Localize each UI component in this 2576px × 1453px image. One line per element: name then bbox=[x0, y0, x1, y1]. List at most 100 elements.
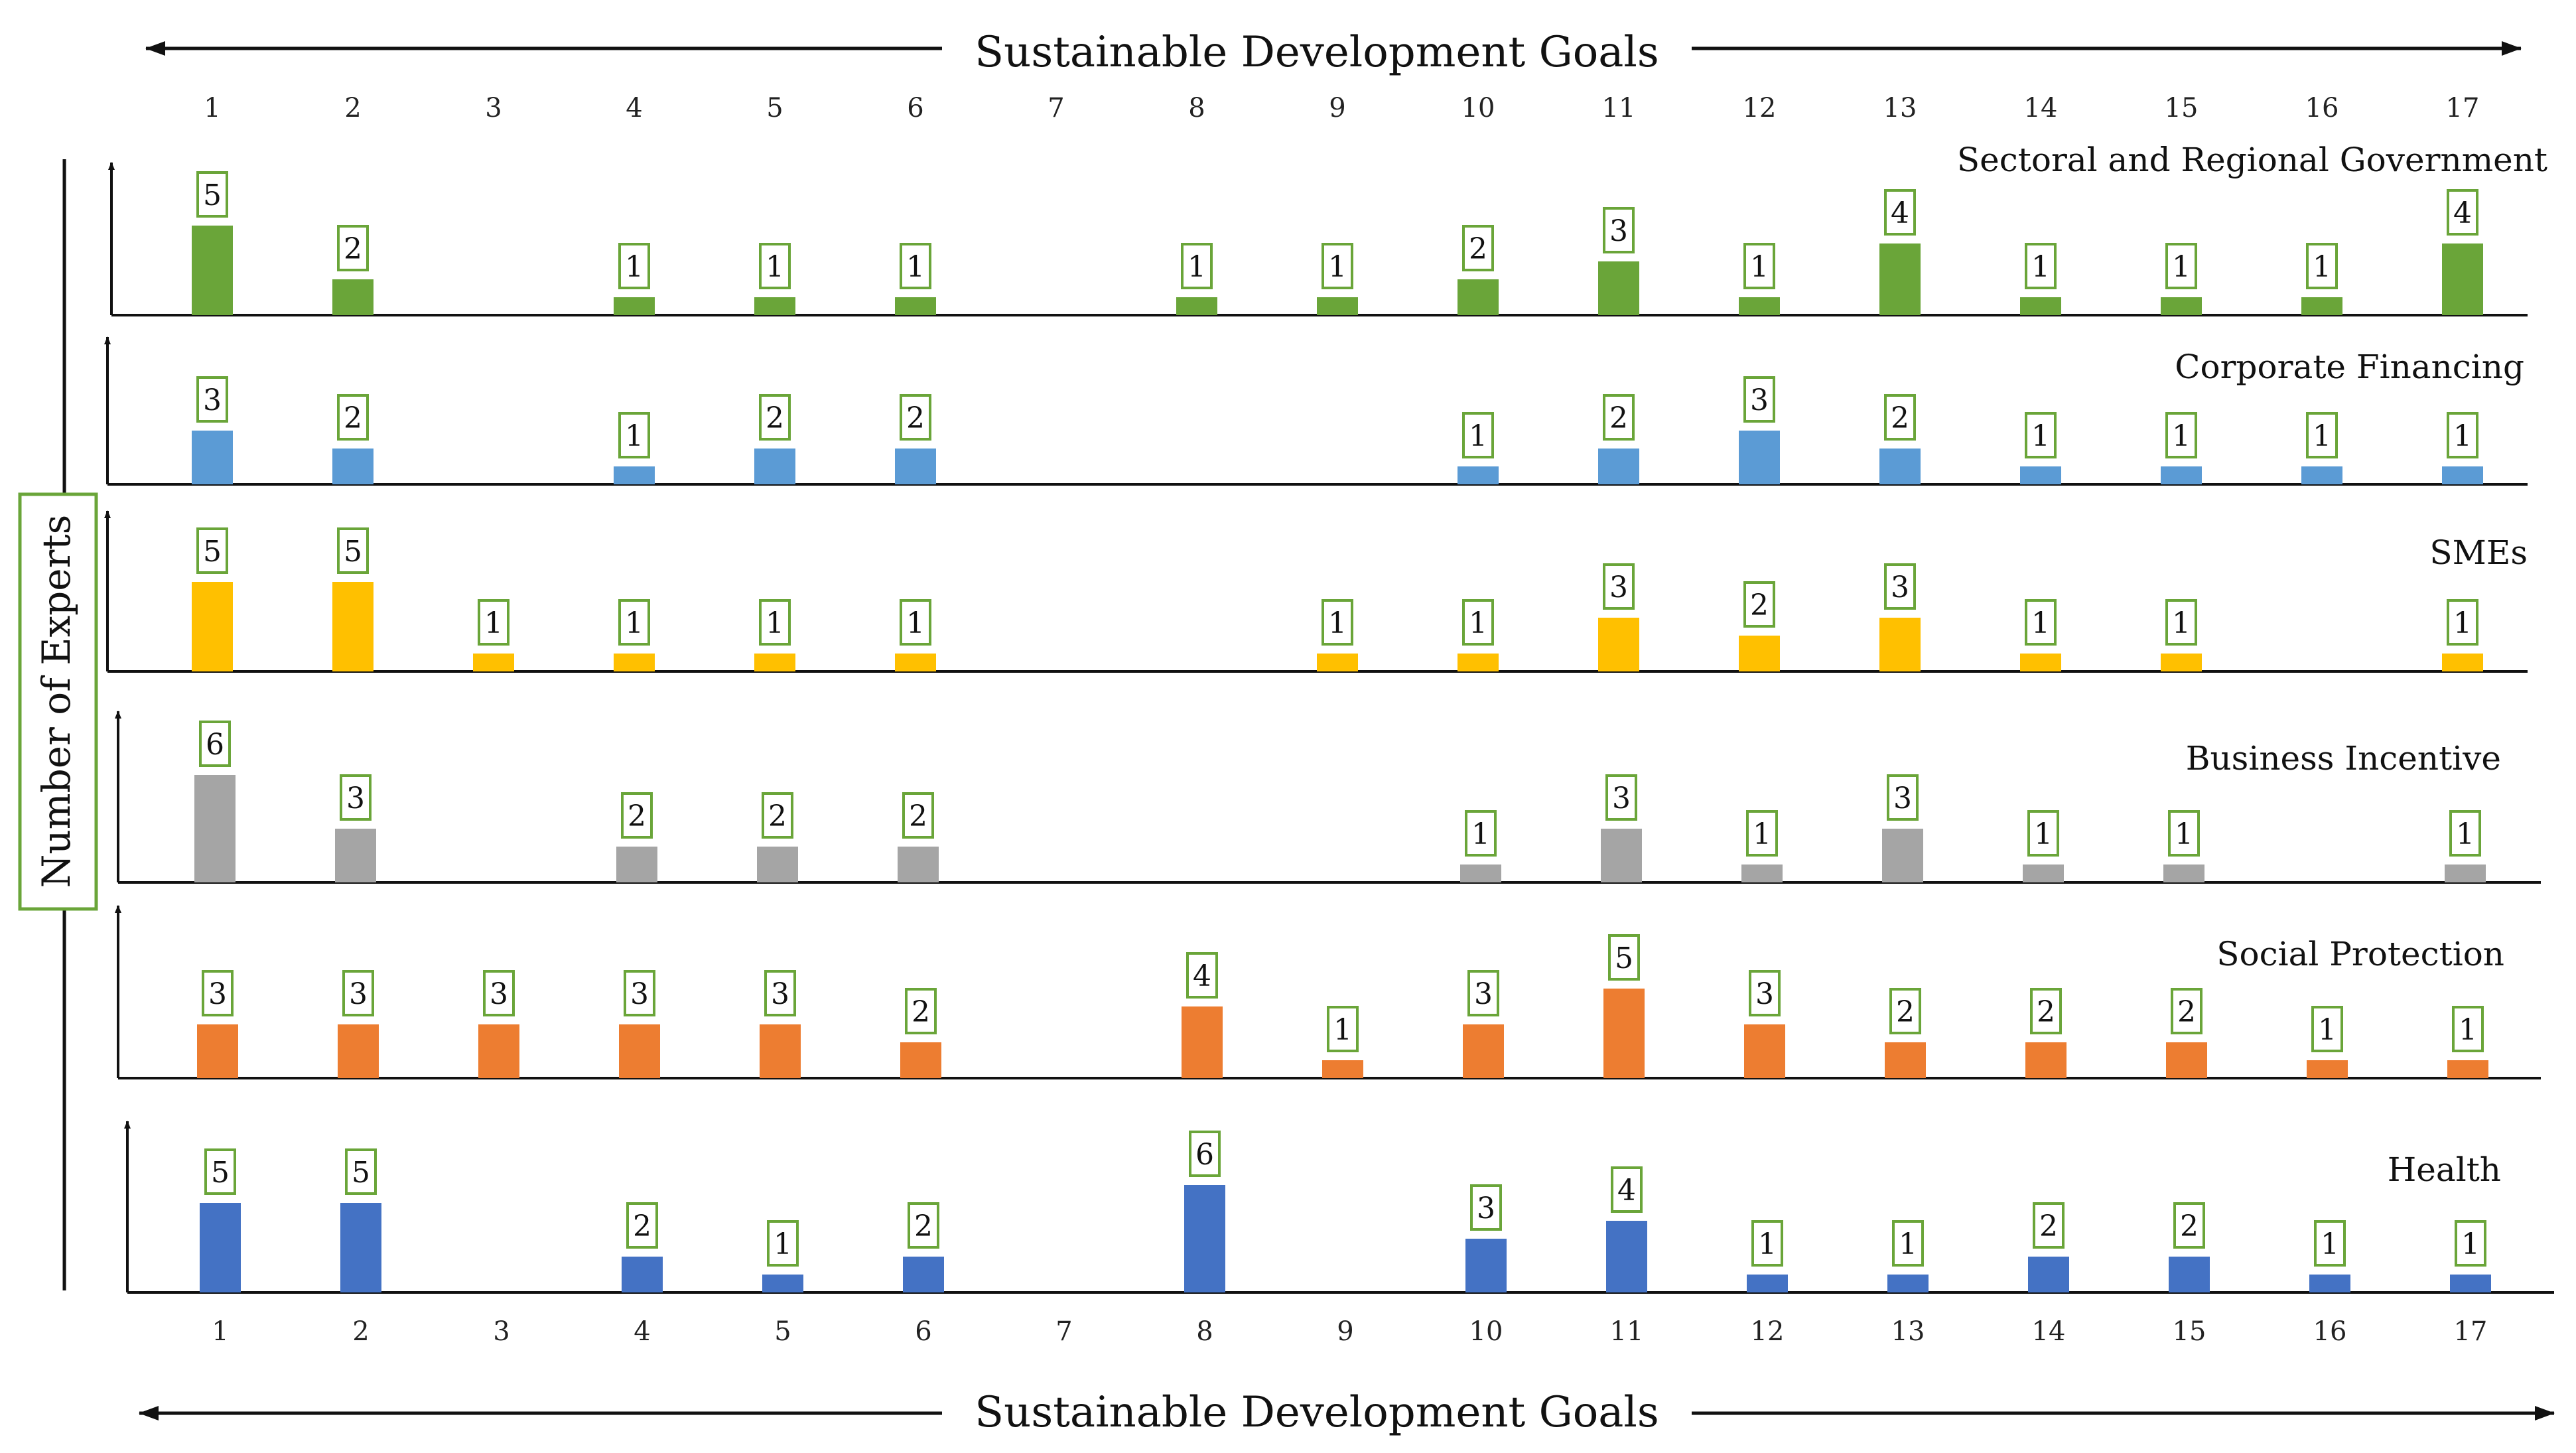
value-label-box bbox=[900, 394, 931, 441]
bar bbox=[757, 847, 798, 882]
value-label-box bbox=[1467, 970, 1499, 1016]
value-label-box bbox=[1462, 412, 1494, 458]
value-label-box bbox=[345, 1148, 377, 1195]
value-label-box bbox=[2033, 1202, 2065, 1249]
value-label-box bbox=[1189, 1131, 1221, 1177]
bar bbox=[2169, 1257, 2210, 1292]
bottom-tick-label: 8 bbox=[1196, 1316, 1213, 1347]
value-label: 3 bbox=[1612, 782, 1631, 815]
panel-title: Health bbox=[2388, 1150, 2501, 1189]
value-label: 1 bbox=[1328, 250, 1347, 284]
bar bbox=[895, 297, 936, 315]
value-label-box bbox=[1603, 207, 1635, 253]
value-label-box bbox=[2165, 243, 2197, 289]
value-label: 1 bbox=[1328, 606, 1347, 640]
value-label-box bbox=[759, 599, 791, 646]
value-label-box bbox=[900, 599, 931, 646]
bar bbox=[1603, 989, 1645, 1078]
value-label: 1 bbox=[1187, 250, 1206, 284]
value-label: 2 bbox=[344, 232, 362, 266]
value-label: 1 bbox=[2031, 250, 2050, 284]
value-label: 5 bbox=[203, 178, 222, 212]
panel-2: SMEs 5 5 1 1 1 1 1 1 3 2 3 1 1 1 bbox=[104, 510, 2528, 673]
bar bbox=[1739, 431, 1780, 484]
bar bbox=[754, 654, 795, 671]
value-label-box bbox=[2173, 1202, 2205, 1249]
top-tick-label: 14 bbox=[2024, 93, 2058, 123]
value-label-box bbox=[1751, 1220, 1783, 1267]
bar bbox=[1457, 466, 1499, 484]
bar bbox=[332, 279, 373, 315]
value-label-box bbox=[1884, 394, 1916, 441]
value-label: 2 bbox=[912, 995, 930, 1029]
top-tick-label: 5 bbox=[766, 93, 783, 123]
panel-1: Corporate Financing 3 2 1 2 2 1 2 3 2 1 1 1 1 bbox=[104, 336, 2528, 486]
value-label-box bbox=[204, 1148, 236, 1195]
value-label-box bbox=[1746, 810, 1778, 857]
bottom-tick-label: 9 bbox=[1337, 1316, 1353, 1347]
bar bbox=[194, 775, 236, 882]
value-label: 1 bbox=[2031, 606, 2050, 640]
panel-title: Business Incentive bbox=[2186, 739, 2501, 778]
bar bbox=[895, 654, 936, 671]
value-label-box bbox=[2027, 810, 2059, 857]
bar bbox=[2020, 466, 2061, 484]
bar bbox=[2442, 654, 2483, 671]
value-label-box bbox=[1743, 243, 1775, 289]
bar bbox=[616, 847, 657, 882]
value-label-box bbox=[1611, 1166, 1643, 1213]
bar bbox=[2166, 1042, 2207, 1078]
value-label-box bbox=[2025, 412, 2057, 458]
value-label: 1 bbox=[625, 250, 644, 284]
bottom-tick-label: 2 bbox=[352, 1316, 369, 1347]
value-label-box bbox=[337, 527, 369, 574]
panel-title: Sectoral and Regional Government bbox=[1957, 141, 2547, 179]
value-label-box bbox=[1749, 970, 1781, 1016]
value-label: 1 bbox=[2456, 817, 2474, 851]
value-label: 2 bbox=[1609, 401, 1628, 435]
value-label: 2 bbox=[633, 1210, 651, 1243]
top-tick-label: 4 bbox=[626, 93, 642, 123]
value-label-box bbox=[626, 1202, 658, 1249]
top-tick-label: 8 bbox=[1188, 93, 1205, 123]
value-label: 1 bbox=[484, 606, 503, 640]
bar bbox=[2161, 297, 2202, 315]
value-label-box bbox=[478, 599, 509, 646]
value-label: 1 bbox=[766, 606, 784, 640]
value-label: 3 bbox=[630, 977, 649, 1011]
value-label-box bbox=[1465, 810, 1497, 857]
value-label: 1 bbox=[1758, 1227, 1777, 1261]
bottom-axis-title: Sustainable Development Goals bbox=[975, 1388, 1659, 1437]
bar bbox=[2307, 1060, 2348, 1078]
bar bbox=[619, 1024, 660, 1078]
bottom-tick-label: 1 bbox=[212, 1316, 228, 1347]
value-label-box bbox=[342, 970, 374, 1016]
value-label-box bbox=[2025, 243, 2057, 289]
bar bbox=[1598, 618, 1639, 671]
bar bbox=[1601, 829, 1642, 882]
bottom-tick-label: 11 bbox=[1610, 1316, 1644, 1347]
top-tick-label: 16 bbox=[2305, 93, 2339, 123]
bottom-tick-label: 10 bbox=[1469, 1316, 1503, 1347]
value-label-box bbox=[2311, 1006, 2343, 1052]
bar bbox=[2442, 466, 2483, 484]
value-label: 2 bbox=[1896, 995, 1915, 1029]
bar bbox=[1598, 449, 1639, 484]
value-label: 1 bbox=[2453, 606, 2472, 640]
value-label: 2 bbox=[1750, 588, 1769, 622]
bottom-tick-label: 6 bbox=[915, 1316, 931, 1347]
value-label: 2 bbox=[768, 799, 787, 833]
value-label-box bbox=[196, 171, 228, 218]
value-label-box bbox=[2452, 1006, 2484, 1052]
value-label: 1 bbox=[2453, 419, 2472, 453]
value-label: 1 bbox=[2031, 419, 2050, 453]
value-label: 3 bbox=[1891, 571, 1909, 604]
bar bbox=[1598, 261, 1639, 315]
bottom-tick-labels: 1 2 3 4 5 6 7 8 9 10 11 12 13 14 15 16 17 bbox=[212, 1316, 2487, 1347]
bar bbox=[1747, 1275, 1788, 1292]
value-label-box bbox=[2306, 412, 2338, 458]
value-label-box bbox=[902, 792, 934, 839]
top-tick-label: 2 bbox=[344, 93, 361, 123]
bar bbox=[2450, 1275, 2491, 1292]
value-label: 1 bbox=[2459, 1013, 2477, 1047]
